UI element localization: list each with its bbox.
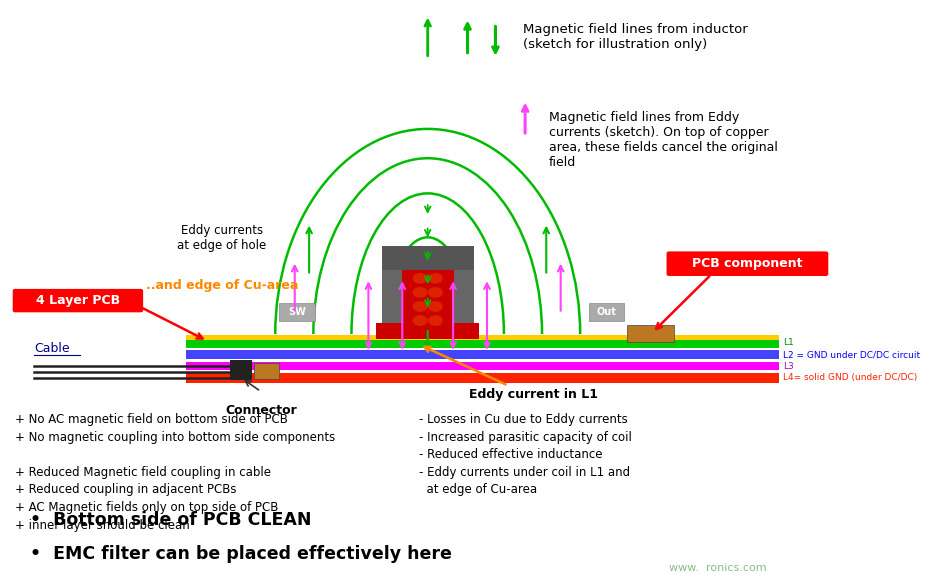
Text: Connector: Connector [225, 404, 297, 417]
Text: Out: Out [596, 306, 617, 317]
Bar [627, 325, 674, 342]
Circle shape [429, 316, 442, 325]
Text: Eddy currents
at edge of hole: Eddy currents at edge of hole [178, 224, 267, 252]
Bar [402, 270, 454, 328]
Bar [186, 373, 779, 383]
Text: Eddy current in L1: Eddy current in L1 [469, 388, 598, 401]
Text: Cable: Cable [33, 342, 70, 355]
Bar [377, 323, 479, 339]
Bar [381, 246, 474, 270]
Text: + No magnetic coupling into bottom side components: + No magnetic coupling into bottom side … [15, 431, 336, 444]
Circle shape [429, 274, 442, 283]
Circle shape [429, 288, 442, 297]
Text: L3: L3 [783, 362, 794, 371]
Text: Magnetic field lines from Eddy
currents (sketch). On top of copper
area, these f: Magnetic field lines from Eddy currents … [549, 111, 777, 169]
Text: at edge of Cu-area: at edge of Cu-area [419, 483, 538, 496]
FancyBboxPatch shape [13, 289, 143, 312]
Text: L2 = GND under DC/DC circuit: L2 = GND under DC/DC circuit [783, 350, 921, 359]
Text: - Increased parasitic capacity of coil: - Increased parasitic capacity of coil [419, 431, 632, 444]
Bar [381, 252, 402, 328]
Circle shape [429, 302, 442, 311]
Circle shape [413, 316, 427, 325]
Text: L4= solid GND (under DC/DC): L4= solid GND (under DC/DC) [783, 373, 918, 383]
Text: ..and edge of Cu-area: ..and edge of Cu-area [146, 280, 299, 292]
Bar [280, 303, 315, 321]
Text: 4 Layer PCB: 4 Layer PCB [36, 294, 120, 307]
Text: - Eddy currents under coil in L1 and: - Eddy currents under coil in L1 and [419, 466, 631, 479]
Bar [186, 362, 779, 370]
Bar [186, 350, 779, 359]
Text: L1: L1 [783, 338, 794, 347]
Text: •  EMC filter can be placed effectively here: • EMC filter can be placed effectively h… [30, 545, 452, 563]
Text: PCB component: PCB component [692, 257, 803, 270]
Text: + inner layer should be clean: + inner layer should be clean [15, 519, 190, 532]
Text: + Reduced Magnetic field coupling in cable: + Reduced Magnetic field coupling in cab… [15, 466, 272, 479]
Circle shape [413, 302, 427, 311]
Bar [186, 335, 779, 340]
Text: SW: SW [288, 306, 306, 317]
Text: + AC Magnetic fields only on top side of PCB: + AC Magnetic fields only on top side of… [15, 501, 279, 514]
Text: Magnetic field lines from inductor
(sketch for illustration only): Magnetic field lines from inductor (sket… [524, 23, 748, 52]
Text: www.  ronics.com: www. ronics.com [669, 563, 766, 573]
Text: - Losses in Cu due to Eddy currents: - Losses in Cu due to Eddy currents [419, 413, 628, 426]
Bar [254, 363, 280, 379]
Bar [589, 303, 624, 321]
FancyBboxPatch shape [667, 251, 829, 276]
Bar [454, 252, 474, 328]
Text: + No AC magnetic field on bottom side of PCB: + No AC magnetic field on bottom side of… [15, 413, 288, 426]
Text: + Reduced coupling in adjacent PCBs: + Reduced coupling in adjacent PCBs [15, 483, 237, 496]
Circle shape [413, 288, 427, 297]
Text: •  Bottom side of PCB CLEAN: • Bottom side of PCB CLEAN [30, 511, 312, 529]
Text: - Reduced effective inductance: - Reduced effective inductance [419, 448, 603, 461]
Circle shape [413, 274, 427, 283]
Bar [231, 360, 252, 380]
Bar [186, 338, 779, 348]
